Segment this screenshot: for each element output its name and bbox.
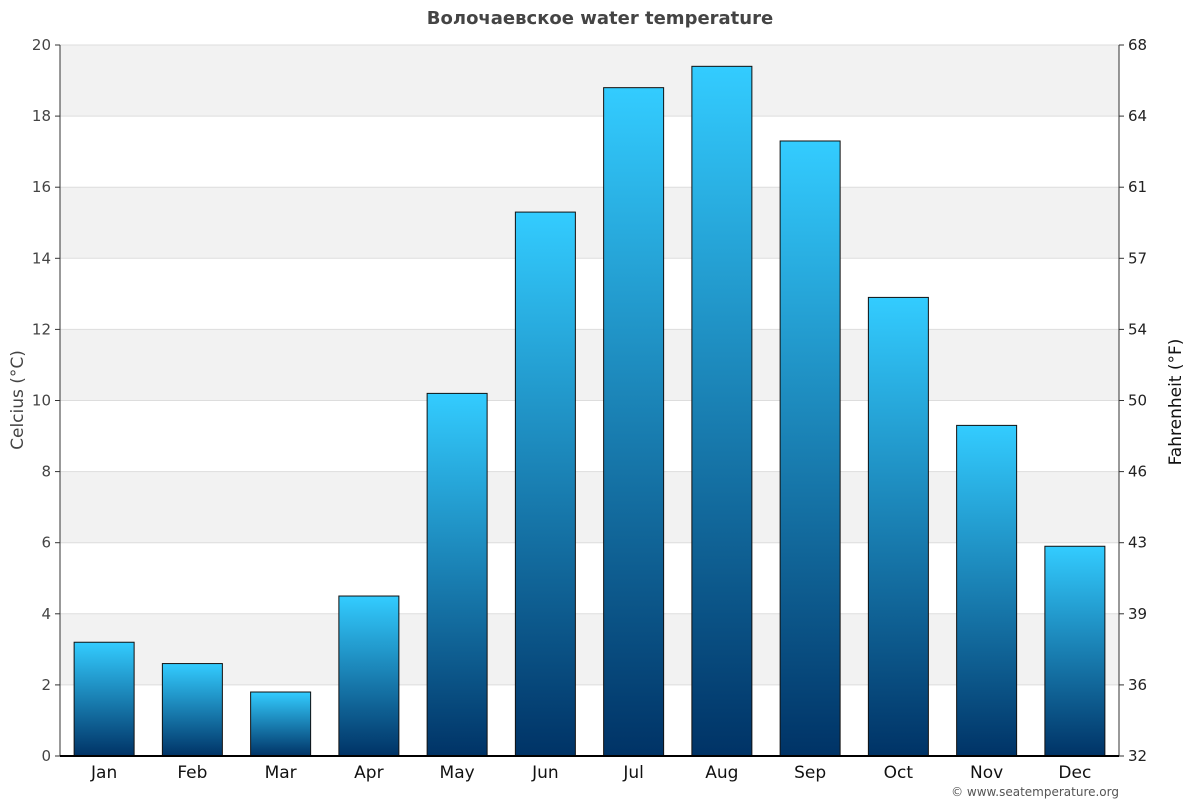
y-tick-label-left: 18 (32, 107, 51, 125)
y-tick-label-right: 64 (1128, 107, 1147, 125)
x-tick-label: Mar (265, 763, 297, 783)
bar-oct (867, 296, 929, 757)
y-tick-label-left: 6 (41, 534, 51, 552)
y-tick-label-right: 50 (1128, 392, 1147, 410)
chart-title: Волочаевское water temperature (427, 8, 773, 29)
x-tick-label: Jun (531, 763, 559, 783)
credit-text: © www.seatemperature.org (951, 785, 1119, 799)
x-tick-label: Oct (884, 763, 914, 783)
x-tick-label: Apr (354, 763, 383, 783)
y-tick-label-right: 57 (1128, 249, 1147, 267)
y-tick-label-left: 0 (41, 747, 51, 765)
x-tick-label: Jan (90, 763, 117, 783)
y-tick-label-right: 54 (1128, 320, 1147, 338)
y-tick-label-left: 2 (41, 676, 51, 694)
bar-feb (161, 663, 223, 757)
x-tick-label: Sep (794, 763, 826, 783)
bar-aug (691, 65, 753, 757)
grid-band (60, 187, 1119, 259)
y-axis-label-left: Celcius (°C) (8, 350, 28, 450)
bar-jun (514, 211, 576, 757)
bars (73, 65, 1106, 757)
grid-band (60, 329, 1119, 401)
y-ticks-left: 0 2 4 6 8 10 12 14 16 18 20 (32, 36, 60, 765)
y-tick-label-right: 43 (1128, 534, 1147, 552)
y-tick-label-right: 39 (1128, 605, 1147, 623)
x-tick-label: May (440, 763, 475, 783)
y-tick-label-left: 20 (32, 36, 51, 54)
grid-band (60, 471, 1119, 543)
bar-sep (779, 140, 841, 757)
y-axis-label-right: Fahrenheit (°F) (1166, 339, 1186, 466)
y-tick-label-right: 46 (1128, 463, 1147, 481)
y-tick-label-left: 14 (32, 249, 51, 267)
grid-band (60, 613, 1119, 685)
bar-apr (338, 595, 400, 757)
grid-band (60, 45, 1119, 117)
grid-bands (60, 45, 1119, 685)
gridlines (60, 44, 1119, 686)
y-tick-label-right: 36 (1128, 676, 1147, 694)
y-tick-label-right: 68 (1128, 36, 1147, 54)
bar-jul (603, 87, 665, 757)
x-tick-label: Dec (1058, 763, 1091, 783)
y-tick-label-left: 8 (41, 463, 51, 481)
y-tick-label-left: 4 (41, 605, 51, 623)
y-tick-label-left: 12 (32, 320, 51, 338)
bar-may (426, 392, 488, 757)
bar-nov (956, 424, 1018, 757)
x-tick-label: Feb (177, 763, 207, 783)
bar-dec (1044, 545, 1106, 757)
y-tick-label-left: 10 (32, 392, 51, 410)
y-tick-label-left: 16 (32, 178, 51, 196)
x-tick-label: Jul (622, 763, 644, 783)
y-ticks-right: 32 36 39 43 46 50 54 57 61 64 68 (1119, 36, 1147, 765)
bar-jan (73, 641, 135, 757)
x-tick-labels: Jan Feb Mar Apr May Jun Jul Aug Sep Oct Nov Dec (90, 763, 1091, 783)
y-tick-label-right: 61 (1128, 178, 1147, 196)
y-tick-label-right: 32 (1128, 747, 1147, 765)
x-tick-label: Nov (970, 763, 1003, 783)
bar-mar (250, 691, 312, 757)
x-tick-label: Aug (705, 763, 738, 783)
